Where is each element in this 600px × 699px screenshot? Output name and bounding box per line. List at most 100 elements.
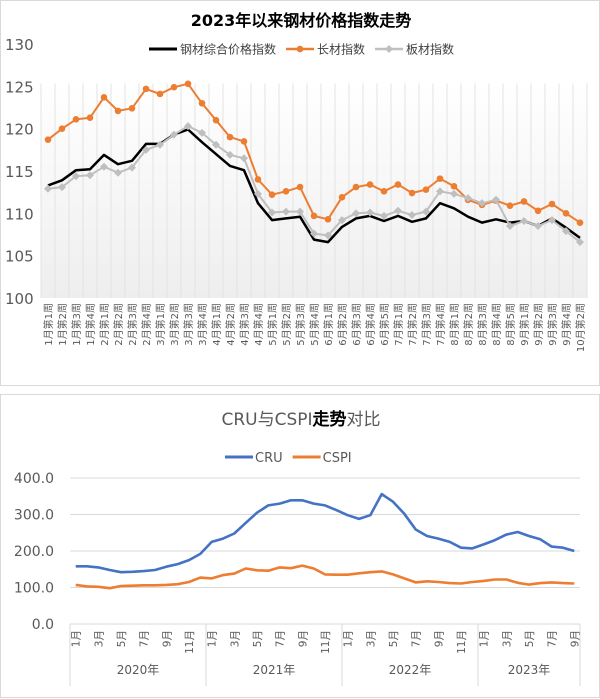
x-tick-label: 6月第5周 <box>378 303 391 346</box>
x-tick-label: 5月第3周 <box>294 303 307 346</box>
x-tick-label: 10月第2周 <box>574 303 587 352</box>
data-point <box>366 208 374 217</box>
data-point <box>100 162 108 171</box>
data-point <box>380 188 388 195</box>
data-point <box>226 150 234 159</box>
x-tick-label: 9月第4周 <box>560 303 573 346</box>
x-tick-label: 3月 <box>365 630 377 647</box>
x-tick-label: 7月 <box>411 630 423 647</box>
data-point <box>44 184 52 193</box>
data-point <box>58 125 66 132</box>
year-label: 2023年 <box>508 663 551 677</box>
y-tick-label: 300.0 <box>14 508 54 524</box>
data-point <box>240 154 248 163</box>
legend: CRU CSPI <box>225 451 352 466</box>
data-point <box>548 200 556 208</box>
data-point <box>338 216 346 225</box>
data-point <box>212 140 220 149</box>
data-point <box>422 186 430 193</box>
x-tick-label: 3月第2周 <box>168 303 181 346</box>
data-point <box>394 206 402 215</box>
x-tick-label: 2月第1周 <box>98 303 111 346</box>
data-point <box>114 107 122 115</box>
data-point <box>338 193 346 201</box>
x-tick-label: 8月第1周 <box>448 303 461 346</box>
data-point <box>226 133 234 141</box>
data-point <box>520 198 528 205</box>
data-point <box>394 181 402 188</box>
data-point <box>282 207 290 216</box>
chart-title: CRU与CSPI走势对比 <box>221 409 380 430</box>
x-tick-label: 6月第4周 <box>364 303 377 346</box>
y-tick-label: 100.0 <box>14 581 54 597</box>
x-tick-label: 8月第5周 <box>504 303 517 346</box>
x-tick-label: 8月第3周 <box>476 303 489 346</box>
x-tick-label: 2月第4周 <box>140 303 153 346</box>
x-tick-label: 9月 <box>161 630 173 647</box>
data-point <box>352 183 360 191</box>
y-tick-label: 400.0 <box>14 471 54 487</box>
data-point <box>310 212 318 220</box>
data-point <box>506 222 514 231</box>
legend-label: 钢材综合价格指数 <box>180 42 276 57</box>
x-tick-label: 1月第1周 <box>42 303 55 346</box>
cru-cspi-chart: CRU与CSPI走势对比 CRU CSPI 0.0 100.0 200.0 300.0 4… <box>14 409 581 686</box>
x-tick-label: 7月 <box>275 630 287 647</box>
legend-label: CRU <box>255 451 283 466</box>
data-point <box>310 229 318 238</box>
y-tick-label: 0.0 <box>32 617 54 633</box>
series-line-钢材综合价格指数 <box>47 128 581 244</box>
data-point <box>72 172 80 181</box>
x-tick-label: 4月第2周 <box>224 303 237 346</box>
data-point <box>534 222 542 231</box>
x-tick-label: 5月 <box>524 630 536 647</box>
data-point <box>128 105 136 112</box>
steel-index-chart-panel: 2023年以来钢材价格指数走势 钢材综合价格指数 长材指数 板材指数 100 105 1… <box>0 0 600 386</box>
x-tick-label: 6月第2周 <box>336 303 349 346</box>
data-point <box>534 207 542 215</box>
x-tick-label: 3月第3周 <box>182 303 195 346</box>
x-tick-label: 3月 <box>501 630 513 647</box>
cru-cspi-chart-panel: CRU与CSPI走势对比 CRU CSPI 0.0 100.0 200.0 300.0 4… <box>0 394 600 698</box>
legend-marker <box>296 45 304 53</box>
data-point <box>156 140 164 149</box>
x-tick-label: 7月 <box>139 630 151 647</box>
chart-title: 2023年以来钢材价格指数走势 <box>191 11 412 30</box>
data-point <box>436 187 444 196</box>
x-tick-label: 2月第2周 <box>112 303 125 346</box>
legend-marker <box>385 45 394 53</box>
data-point <box>72 116 80 123</box>
y-tick-label: 115 <box>5 163 34 181</box>
x-tick-label: 8月第2周 <box>462 303 475 346</box>
series-line-CSPI <box>75 564 575 590</box>
data-point <box>212 116 220 124</box>
x-tick-label: 5月 <box>252 630 264 647</box>
data-point <box>478 199 486 208</box>
x-tick-label: 7月第2周 <box>406 303 419 346</box>
x-tick-label: 5月 <box>388 630 400 647</box>
steel-index-chart: 2023年以来钢材价格指数走势 钢材综合价格指数 长材指数 板材指数 100 105 1… <box>5 11 588 352</box>
data-point <box>142 145 150 154</box>
title-part-2: 走势 <box>313 409 347 430</box>
legend-label: CSPI <box>323 451 352 466</box>
x-tick-label: 9月 <box>433 630 445 647</box>
data-point <box>380 211 388 220</box>
x-tick-label: 11月 <box>456 630 468 654</box>
x-tick-label: 7月第4周 <box>434 303 447 346</box>
year-label: 2020年 <box>117 663 160 677</box>
data-point <box>142 85 150 93</box>
data-point <box>170 83 178 91</box>
x-tick-label: 9月第3周 <box>546 303 559 346</box>
x-tick-label: 2月第3周 <box>126 303 139 346</box>
legend-label: 板材指数 <box>406 42 454 57</box>
data-point <box>352 209 360 218</box>
data-point <box>562 210 570 217</box>
x-tick-label: 5月第4周 <box>308 303 321 346</box>
y-tick-label: 200.0 <box>14 544 54 560</box>
y-tick-label: 130 <box>5 36 34 54</box>
x-tick-label: 4月第3周 <box>238 303 251 346</box>
year-label: 2021年 <box>253 663 296 677</box>
x-tick-label: 6月第3周 <box>350 303 363 346</box>
data-point <box>268 191 276 199</box>
y-tick-label: 105 <box>5 248 34 266</box>
